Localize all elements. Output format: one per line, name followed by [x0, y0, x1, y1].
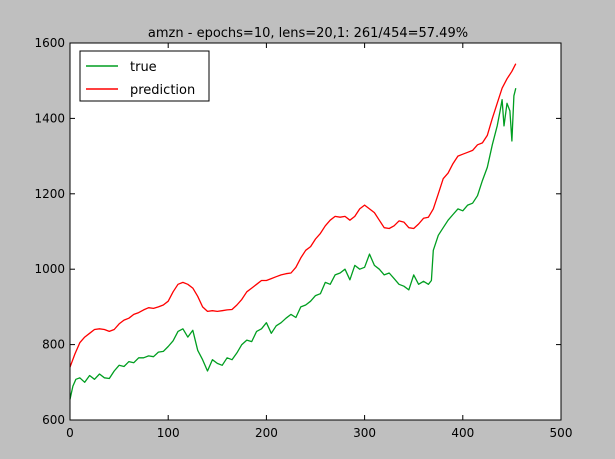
x-tick-label: 200 [255, 426, 278, 440]
legend-label-prediction: prediction [130, 83, 195, 98]
plot-frame [69, 42, 562, 421]
ticks-layer: 0 100 200 300 400 500 600 800 1000 1200 1400 1600 [34, 36, 572, 440]
x-tick-label: 0 [66, 426, 74, 440]
legend-box [79, 50, 210, 102]
series-line-true [69, 88, 517, 400]
x-tick-label: 100 [157, 426, 180, 440]
series-layer [69, 63, 517, 400]
series-line-prediction [69, 63, 517, 368]
y-tick-label: 1000 [34, 262, 65, 276]
x-tick-label: 500 [550, 426, 573, 440]
y-tick-label: 1400 [34, 111, 65, 125]
y-tick-label: 1200 [34, 187, 65, 201]
chart-title: amzn - epochs=10, lens=20,1: 261/454=57.… [148, 26, 468, 41]
y-tick-label: 600 [42, 413, 65, 427]
x-tick-label: 400 [451, 426, 474, 440]
legend: true prediction [79, 50, 210, 102]
plot-area [70, 43, 561, 420]
y-tick-label: 800 [42, 338, 65, 352]
x-tick-label: 300 [353, 426, 376, 440]
legend-label-true: true [130, 60, 157, 75]
y-tick-label: 1600 [34, 36, 65, 50]
